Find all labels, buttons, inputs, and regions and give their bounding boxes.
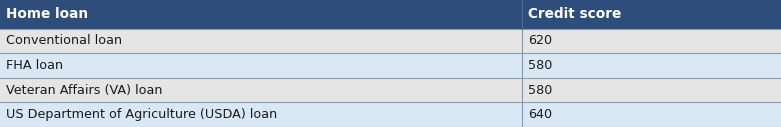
Text: 580: 580 (528, 59, 552, 72)
Text: Conventional loan: Conventional loan (6, 34, 123, 47)
Text: US Department of Agriculture (USDA) loan: US Department of Agriculture (USDA) loan (6, 108, 277, 121)
Text: FHA loan: FHA loan (6, 59, 63, 72)
Bar (0, 53, 781, 78)
Text: 640: 640 (528, 108, 552, 121)
Text: 620: 620 (528, 34, 552, 47)
Bar (0, 0, 781, 29)
Text: Home loan: Home loan (6, 7, 88, 21)
Bar (0, 102, 781, 127)
Text: 580: 580 (528, 84, 552, 97)
Bar (0, 29, 781, 53)
Bar (0, 78, 781, 102)
Text: Credit score: Credit score (528, 7, 621, 21)
Text: Veteran Affairs (VA) loan: Veteran Affairs (VA) loan (6, 84, 162, 97)
